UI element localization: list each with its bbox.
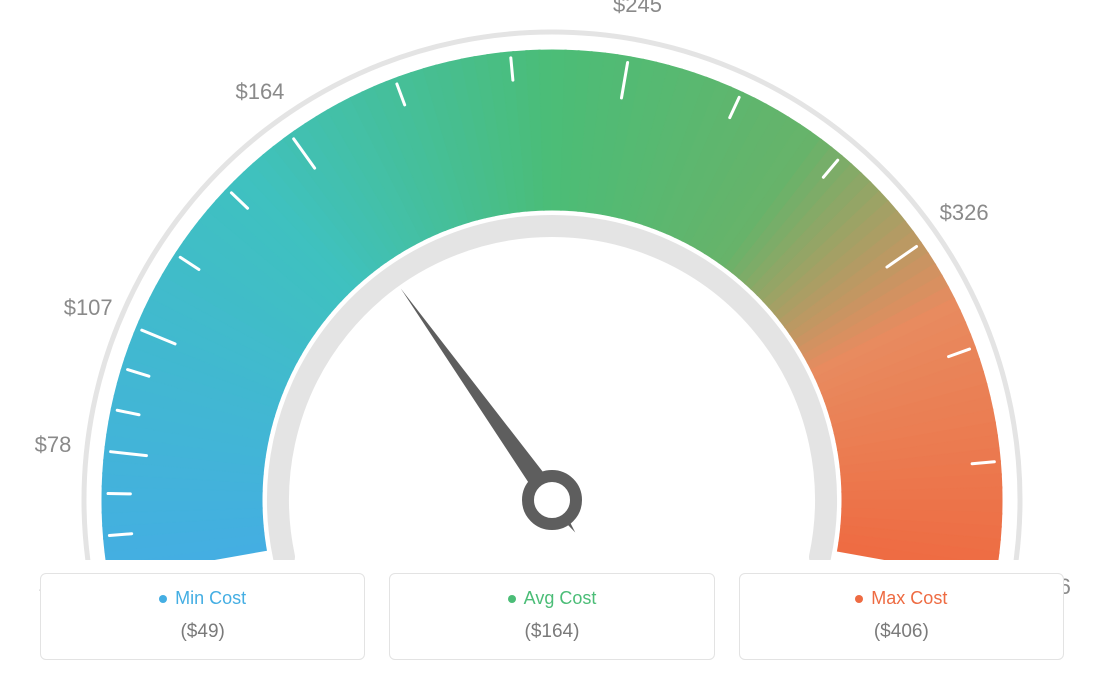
legend-label-row-min: Min Cost bbox=[51, 588, 354, 609]
legend-dot-min bbox=[159, 595, 167, 603]
gauge-area: $49$78$107$164$245$326$406 bbox=[0, 0, 1104, 560]
gauge-tick-label: $326 bbox=[940, 200, 989, 226]
gauge-svg bbox=[0, 0, 1104, 560]
legend-label-row-max: Max Cost bbox=[750, 588, 1053, 609]
gauge-chart-container: $49$78$107$164$245$326$406 Min Cost ($49… bbox=[0, 0, 1104, 690]
legend-value-avg: ($164) bbox=[400, 621, 703, 643]
gauge-tick-label: $164 bbox=[235, 79, 284, 105]
legend-value-max: ($406) bbox=[750, 621, 1053, 643]
legend-label-row-avg: Avg Cost bbox=[400, 588, 703, 609]
legend-value-min: ($49) bbox=[51, 621, 354, 643]
legend-dot-max bbox=[855, 595, 863, 603]
legend-label-avg: Avg Cost bbox=[524, 588, 597, 609]
legend-label-min: Min Cost bbox=[175, 588, 246, 609]
legend-label-max: Max Cost bbox=[871, 588, 947, 609]
legend-card-min: Min Cost ($49) bbox=[40, 573, 365, 660]
gauge-tick-label: $245 bbox=[613, 0, 662, 18]
legend-card-max: Max Cost ($406) bbox=[739, 573, 1064, 660]
gauge-tick-label: $78 bbox=[35, 432, 72, 458]
legend-row: Min Cost ($49) Avg Cost ($164) Max Cost … bbox=[40, 573, 1064, 660]
legend-dot-avg bbox=[508, 595, 516, 603]
legend-card-avg: Avg Cost ($164) bbox=[389, 573, 714, 660]
gauge-tick-label: $107 bbox=[64, 295, 113, 321]
